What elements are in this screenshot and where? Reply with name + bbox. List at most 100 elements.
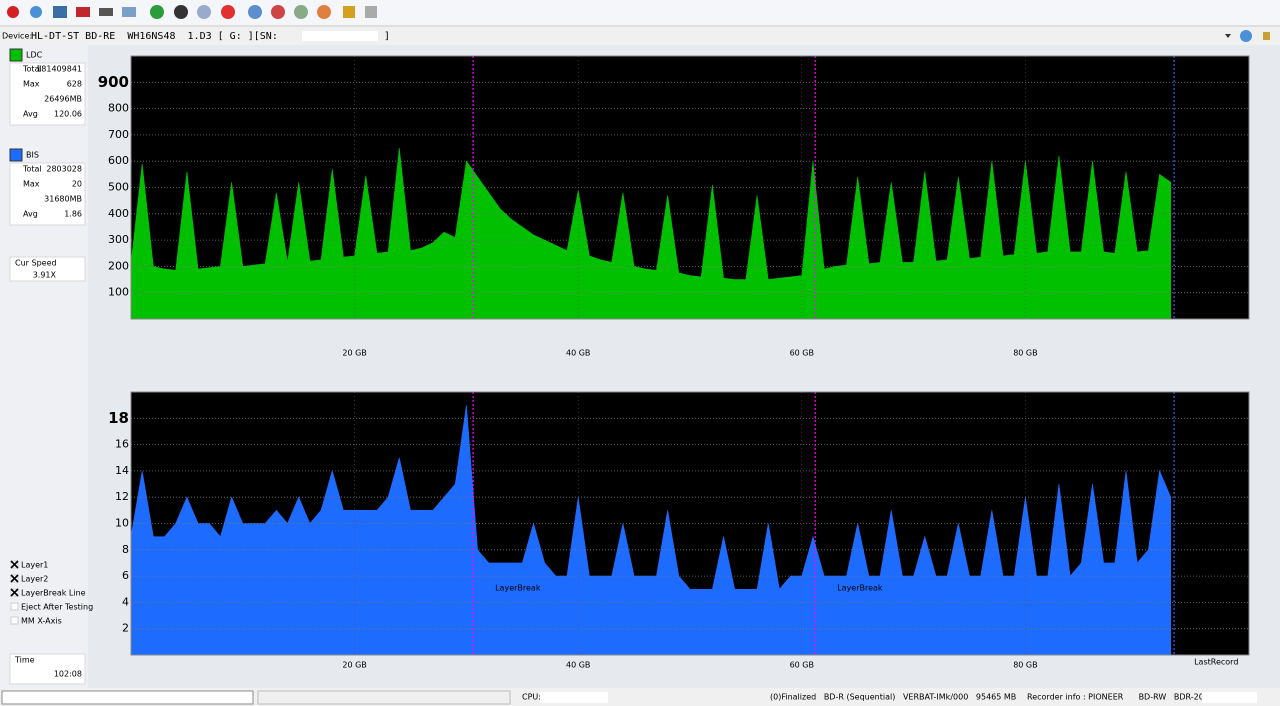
x-tick-label: 60 GB: [790, 661, 814, 670]
stat-value: 26496MB: [44, 95, 82, 104]
y-tick-label: 2: [122, 622, 129, 635]
plot-frame: [130, 391, 1250, 656]
checkbox[interactable]: Layer1: [10, 560, 48, 570]
status-cell: [257, 690, 511, 705]
status-bar: [0, 688, 1280, 706]
serial-field: [302, 31, 378, 41]
checkbox-box: [10, 616, 19, 625]
time-value: 102:08: [54, 670, 82, 679]
stat-box: [9, 62, 86, 126]
legend-swatch: [9, 48, 23, 62]
check-mark: [10, 574, 19, 583]
y-tick-label: 12: [115, 490, 129, 503]
lock-button[interactable]: [1263, 32, 1270, 40]
tool-icon[interactable]: [53, 6, 67, 18]
x-tick-label: 40 GB: [566, 349, 590, 358]
check-mark: [10, 588, 19, 597]
y-tick-label: 4: [122, 595, 129, 608]
checkbox-box: [10, 602, 19, 611]
tool-icon[interactable]: [294, 5, 308, 19]
x-tick-label: 20 GB: [342, 349, 366, 358]
toolbar: [0, 0, 1280, 25]
y-tick-label: 200: [108, 259, 129, 272]
stat-label: Max: [23, 80, 40, 89]
checkbox[interactable]: LayerBreak Line: [10, 588, 86, 598]
tool-icon[interactable]: [76, 7, 90, 17]
y-tick-label: 18: [108, 409, 129, 427]
y-tick-label: 16: [115, 438, 129, 451]
stat-box: [9, 162, 86, 226]
stat-value: 2803028: [46, 165, 82, 174]
tool-icon[interactable]: [7, 6, 19, 18]
plot-frame: [130, 55, 1250, 320]
tool-icon[interactable]: [248, 5, 262, 19]
checkbox[interactable]: Layer2: [10, 574, 48, 584]
x-tick-label: 60 GB: [790, 349, 814, 358]
tool-icon[interactable]: [365, 6, 377, 18]
device-end: ]: [384, 31, 390, 42]
y-tick-label: 700: [108, 128, 129, 141]
x-tick-label: 20 GB: [342, 661, 366, 670]
layer-break-label: LayerBreak: [495, 584, 541, 593]
toolbar-icons: [7, 5, 377, 19]
layer-break-label: LayerBreak: [837, 584, 883, 593]
time-box: [9, 653, 86, 685]
y-tick-label: 300: [108, 233, 129, 246]
end-label: 95466 MB: [1203, 584, 1243, 593]
serial-field: [1202, 692, 1257, 703]
tool-icon[interactable]: [197, 5, 211, 19]
checkbox-label: Eject After Testing: [21, 603, 93, 612]
refresh-button[interactable]: [1240, 30, 1252, 42]
tool-icon[interactable]: [343, 6, 355, 18]
stat-label: Avg: [23, 210, 38, 219]
stat-value: 1.86: [64, 210, 82, 219]
stat-label: Max: [23, 180, 40, 189]
recorder-info: Recorder info : PIONEER BD-RW BDR-209M: [1027, 693, 1216, 702]
last-record-label: LastRecord: [1194, 658, 1238, 667]
y-tick-label: 900: [98, 73, 129, 91]
tool-icon[interactable]: [221, 5, 235, 19]
checkbox-label: LayerBreak Line: [21, 589, 86, 598]
checkbox[interactable]: MM X-Axis: [10, 616, 62, 626]
y-tick-label: 100: [108, 286, 129, 299]
speed-label: Cur Speed: [15, 259, 57, 268]
stat-value: 181409841: [36, 65, 82, 74]
legend-label: LDC: [26, 51, 43, 60]
checkbox-label: Layer2: [21, 575, 48, 584]
stat-label: Total: [22, 165, 42, 174]
device-label: Device:: [2, 32, 32, 41]
data-area: [130, 148, 1172, 320]
tool-icon[interactable]: [271, 5, 285, 19]
y-tick-label: 500: [108, 181, 129, 194]
stat-value: 20: [72, 180, 82, 189]
tool-icon[interactable]: [30, 6, 42, 18]
check-mark: [10, 560, 19, 569]
x-tick-label: 80 GB: [1013, 661, 1037, 670]
tool-icon[interactable]: [99, 8, 113, 16]
cpu-label: CPU:: [522, 693, 541, 702]
speed-box: [9, 256, 86, 282]
checkbox-label: Layer1: [21, 561, 48, 570]
y-tick-label: 14: [115, 464, 129, 477]
stat-value: 120.06: [54, 110, 82, 119]
dropdown[interactable]: [1225, 34, 1231, 38]
y-tick-label: 400: [108, 207, 129, 220]
tool-icon[interactable]: [317, 5, 331, 19]
y-tick-label: 600: [108, 154, 129, 167]
tool-icon[interactable]: [174, 5, 188, 19]
stat-value: 31680MB: [44, 195, 82, 204]
legend-label: BIS: [26, 151, 39, 160]
checkbox[interactable]: Eject After Testing: [10, 602, 93, 612]
checkbox-label: MM X-Axis: [21, 617, 62, 626]
tool-icon[interactable]: [150, 5, 164, 19]
device-name: HL-DT-ST BD-RE WH16NS48 1.D3 [ G: ][SN:: [31, 31, 278, 42]
progress-field: [1, 690, 254, 705]
x-tick-label: 80 GB: [1013, 349, 1037, 358]
disc-info: (0)Finalized BD-R (Sequential) VERBAT-IM…: [770, 693, 1016, 702]
stat-value: 628: [67, 80, 82, 89]
y-tick-label: 8: [122, 543, 129, 556]
legend-swatch: [9, 148, 23, 162]
tool-icon[interactable]: [122, 7, 136, 17]
time-label: Time: [14, 656, 35, 665]
